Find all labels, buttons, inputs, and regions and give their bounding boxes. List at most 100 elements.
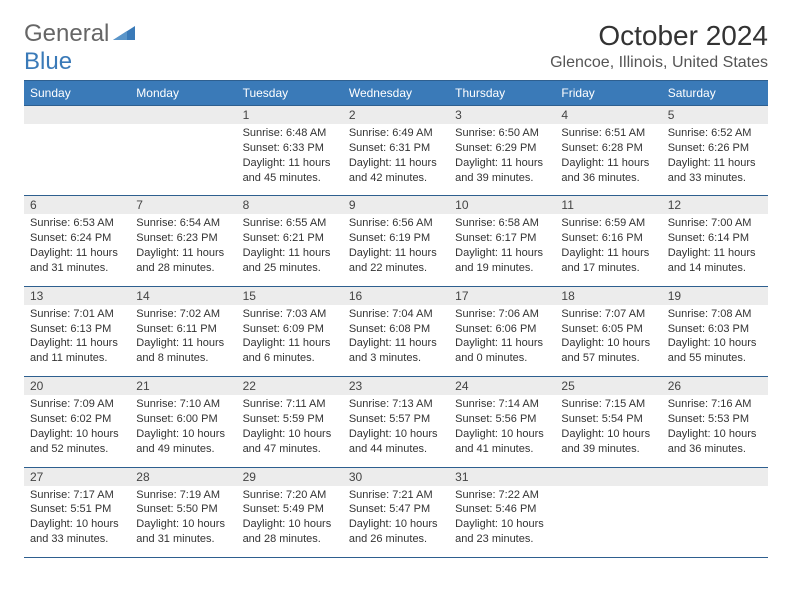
- logo-text-general: General: [24, 20, 109, 48]
- day-number: [555, 468, 661, 486]
- week-content-row: Sunrise: 6:53 AMSunset: 6:24 PMDaylight:…: [24, 214, 768, 285]
- day-line: Sunset: 6:28 PM: [561, 141, 655, 156]
- day-content: Sunrise: 6:52 AMSunset: 6:26 PMDaylight:…: [662, 124, 768, 195]
- day-line: Sunset: 6:00 PM: [136, 412, 230, 427]
- day-content: Sunrise: 6:54 AMSunset: 6:23 PMDaylight:…: [130, 214, 236, 285]
- day-number: 21: [130, 377, 236, 395]
- day-number: 25: [555, 377, 661, 395]
- day-line: Sunset: 5:56 PM: [455, 412, 549, 427]
- day-line: Sunset: 6:29 PM: [455, 141, 549, 156]
- day-line: Daylight: 10 hours: [349, 427, 443, 442]
- day-line: and 36 minutes.: [561, 171, 655, 186]
- day-header: Monday: [130, 81, 236, 105]
- day-line: Sunrise: 7:00 AM: [668, 216, 762, 231]
- day-content: Sunrise: 6:58 AMSunset: 6:17 PMDaylight:…: [449, 214, 555, 285]
- day-line: and 6 minutes.: [243, 351, 337, 366]
- day-number: 19: [662, 287, 768, 305]
- day-header: Friday: [555, 81, 661, 105]
- day-number: 14: [130, 287, 236, 305]
- calendar-bottom-border: [24, 557, 768, 558]
- day-number: 2: [343, 106, 449, 124]
- day-line: and 22 minutes.: [349, 261, 443, 276]
- day-number: 8: [237, 196, 343, 214]
- day-line: and 45 minutes.: [243, 171, 337, 186]
- day-line: and 41 minutes.: [455, 442, 549, 457]
- day-line: Sunrise: 7:17 AM: [30, 488, 124, 503]
- day-line: Daylight: 10 hours: [668, 336, 762, 351]
- day-line: Sunset: 6:09 PM: [243, 322, 337, 337]
- day-line: Sunset: 5:49 PM: [243, 502, 337, 517]
- day-line: Sunset: 6:02 PM: [30, 412, 124, 427]
- day-line: Sunrise: 6:50 AM: [455, 126, 549, 141]
- logo-text-blue: Blue: [24, 48, 72, 75]
- day-line: Sunrise: 7:21 AM: [349, 488, 443, 503]
- day-number: 1: [237, 106, 343, 124]
- week-number-row: 13141516171819: [24, 286, 768, 305]
- day-content: Sunrise: 7:09 AMSunset: 6:02 PMDaylight:…: [24, 395, 130, 466]
- day-line: Daylight: 11 hours: [243, 246, 337, 261]
- day-line: and 39 minutes.: [455, 171, 549, 186]
- day-content: Sunrise: 7:17 AMSunset: 5:51 PMDaylight:…: [24, 486, 130, 557]
- day-number: 6: [24, 196, 130, 214]
- day-line: and 42 minutes.: [349, 171, 443, 186]
- day-line: Sunset: 6:06 PM: [455, 322, 549, 337]
- day-content: Sunrise: 7:03 AMSunset: 6:09 PMDaylight:…: [237, 305, 343, 376]
- day-line: Daylight: 11 hours: [30, 246, 124, 261]
- day-line: and 14 minutes.: [668, 261, 762, 276]
- day-line: Sunrise: 6:55 AM: [243, 216, 337, 231]
- day-line: Sunset: 6:13 PM: [30, 322, 124, 337]
- day-line: Sunset: 5:57 PM: [349, 412, 443, 427]
- day-number: 7: [130, 196, 236, 214]
- day-line: Sunset: 6:24 PM: [30, 231, 124, 246]
- day-line: and 44 minutes.: [349, 442, 443, 457]
- day-line: Sunset: 5:47 PM: [349, 502, 443, 517]
- day-header: Sunday: [24, 81, 130, 105]
- day-line: Daylight: 11 hours: [668, 156, 762, 171]
- day-header: Thursday: [449, 81, 555, 105]
- day-line: Sunrise: 7:19 AM: [136, 488, 230, 503]
- day-number: 9: [343, 196, 449, 214]
- day-content: Sunrise: 7:19 AMSunset: 5:50 PMDaylight:…: [130, 486, 236, 557]
- day-line: and 33 minutes.: [668, 171, 762, 186]
- day-content: Sunrise: 7:22 AMSunset: 5:46 PMDaylight:…: [449, 486, 555, 557]
- day-content: Sunrise: 7:21 AMSunset: 5:47 PMDaylight:…: [343, 486, 449, 557]
- day-line: Sunrise: 7:13 AM: [349, 397, 443, 412]
- day-line: Daylight: 11 hours: [455, 246, 549, 261]
- day-number: 23: [343, 377, 449, 395]
- day-header: Tuesday: [237, 81, 343, 105]
- week-content-row: Sunrise: 6:48 AMSunset: 6:33 PMDaylight:…: [24, 124, 768, 195]
- day-line: Daylight: 11 hours: [30, 336, 124, 351]
- day-line: and 23 minutes.: [455, 532, 549, 547]
- day-line: Sunrise: 7:22 AM: [455, 488, 549, 503]
- day-line: Sunrise: 6:54 AM: [136, 216, 230, 231]
- day-content: Sunrise: 7:07 AMSunset: 6:05 PMDaylight:…: [555, 305, 661, 376]
- day-line: Sunrise: 6:48 AM: [243, 126, 337, 141]
- day-line: Sunset: 6:17 PM: [455, 231, 549, 246]
- day-line: Daylight: 10 hours: [30, 427, 124, 442]
- title-block: October 2024 Glencoe, Illinois, United S…: [550, 20, 768, 72]
- day-line: Daylight: 11 hours: [455, 336, 549, 351]
- day-number: 26: [662, 377, 768, 395]
- day-line: Sunset: 6:08 PM: [349, 322, 443, 337]
- week-content-row: Sunrise: 7:09 AMSunset: 6:02 PMDaylight:…: [24, 395, 768, 466]
- day-line: Daylight: 10 hours: [243, 517, 337, 532]
- logo-blue-row: Blue: [24, 48, 72, 76]
- day-number: 20: [24, 377, 130, 395]
- day-content: Sunrise: 6:53 AMSunset: 6:24 PMDaylight:…: [24, 214, 130, 285]
- day-line: and 28 minutes.: [136, 261, 230, 276]
- day-line: and 3 minutes.: [349, 351, 443, 366]
- day-number: 27: [24, 468, 130, 486]
- day-line: Sunrise: 7:06 AM: [455, 307, 549, 322]
- day-line: and 49 minutes.: [136, 442, 230, 457]
- day-line: and 39 minutes.: [561, 442, 655, 457]
- day-line: Daylight: 10 hours: [136, 427, 230, 442]
- day-line: Sunrise: 7:16 AM: [668, 397, 762, 412]
- day-number: 16: [343, 287, 449, 305]
- day-content: Sunrise: 7:20 AMSunset: 5:49 PMDaylight:…: [237, 486, 343, 557]
- day-content: Sunrise: 7:06 AMSunset: 6:06 PMDaylight:…: [449, 305, 555, 376]
- day-line: Daylight: 11 hours: [136, 246, 230, 261]
- day-line: Sunrise: 7:03 AM: [243, 307, 337, 322]
- day-line: and 47 minutes.: [243, 442, 337, 457]
- logo: General: [24, 20, 137, 48]
- day-content: Sunrise: 6:49 AMSunset: 6:31 PMDaylight:…: [343, 124, 449, 195]
